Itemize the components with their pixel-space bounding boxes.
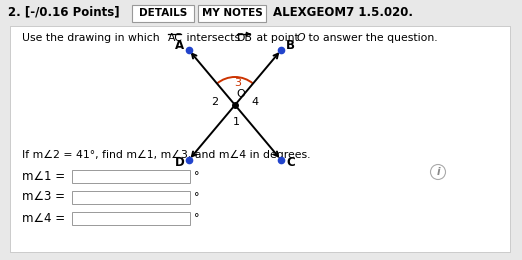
Text: DB: DB bbox=[237, 33, 253, 43]
Text: m∠4 =: m∠4 = bbox=[22, 211, 65, 224]
Text: Use the drawing in which: Use the drawing in which bbox=[22, 33, 163, 43]
Text: O: O bbox=[236, 89, 245, 99]
Text: 2: 2 bbox=[211, 97, 219, 107]
FancyBboxPatch shape bbox=[72, 211, 190, 224]
Text: ALEXGEOM7 1.5.020.: ALEXGEOM7 1.5.020. bbox=[273, 5, 413, 18]
Text: A: A bbox=[175, 39, 184, 52]
FancyBboxPatch shape bbox=[132, 5, 194, 22]
Text: 2. [-/0.16 Points]: 2. [-/0.16 Points] bbox=[8, 5, 120, 18]
FancyBboxPatch shape bbox=[198, 5, 266, 22]
FancyBboxPatch shape bbox=[72, 191, 190, 204]
Text: MY NOTES: MY NOTES bbox=[201, 9, 263, 18]
Text: B: B bbox=[286, 39, 295, 52]
Text: 1: 1 bbox=[232, 117, 240, 127]
Circle shape bbox=[431, 165, 445, 179]
Text: °: ° bbox=[194, 213, 199, 223]
Text: to answer the question.: to answer the question. bbox=[305, 33, 437, 43]
FancyBboxPatch shape bbox=[72, 170, 190, 183]
Text: O: O bbox=[297, 33, 305, 43]
Text: m∠3 =: m∠3 = bbox=[22, 191, 65, 204]
FancyBboxPatch shape bbox=[10, 26, 510, 252]
Text: at point: at point bbox=[253, 33, 302, 43]
Text: C: C bbox=[286, 156, 294, 169]
Text: DETAILS: DETAILS bbox=[139, 9, 187, 18]
Text: i: i bbox=[436, 167, 440, 177]
Text: intersects: intersects bbox=[183, 33, 244, 43]
Text: If m∠2 = 41°, find m∠1, m∠3, and m∠4 in degrees.: If m∠2 = 41°, find m∠1, m∠3, and m∠4 in … bbox=[22, 150, 311, 160]
Text: D: D bbox=[175, 156, 185, 169]
Text: m∠1 =: m∠1 = bbox=[22, 170, 65, 183]
Text: AC: AC bbox=[168, 33, 183, 43]
Text: 4: 4 bbox=[252, 97, 258, 107]
Text: °: ° bbox=[194, 192, 199, 202]
Text: °: ° bbox=[194, 171, 199, 181]
Text: 3: 3 bbox=[234, 78, 242, 88]
